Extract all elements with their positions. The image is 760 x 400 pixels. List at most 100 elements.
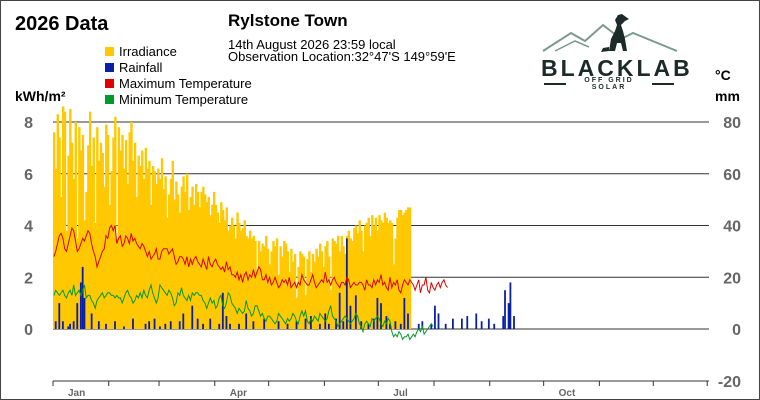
- irradiance-bar: [225, 207, 228, 329]
- rainfall-bar: [460, 318, 463, 329]
- irradiance-bar: [266, 248, 270, 329]
- rainfall-bar: [105, 323, 107, 329]
- irradiance-bar: [277, 274, 281, 329]
- irradiance-bar: [232, 225, 236, 329]
- irradiance-bar: [272, 241, 275, 329]
- irradiance-bar: [230, 217, 234, 329]
- logo-mountain-dog-icon: [542, 14, 678, 52]
- irradiance-bar: [65, 230, 68, 329]
- rainfall-bar: [335, 318, 337, 329]
- legend-swatch-rainfall: [105, 63, 114, 72]
- rainfall-bar: [417, 323, 420, 329]
- rainfall-bar: [252, 321, 255, 329]
- irradiance-bar: [378, 215, 381, 329]
- irradiance-bar: [385, 217, 388, 329]
- rainfall-bar: [153, 318, 156, 329]
- irradiance-bar: [173, 199, 176, 329]
- rainfall-bar: [76, 303, 79, 329]
- rainfall-bar: [507, 303, 510, 329]
- irradiance-bar: [112, 137, 115, 329]
- legend-swatch-irradiance: [105, 47, 114, 56]
- rainfall-series: [54, 238, 515, 329]
- rainfall-bar: [67, 326, 70, 329]
- irradiance-bar: [326, 241, 329, 329]
- left-tick-label: 8: [24, 115, 33, 132]
- rainfall-bar: [407, 313, 409, 329]
- irradiance-bar: [94, 222, 97, 329]
- rainfall-bar: [159, 326, 161, 329]
- rainfall-bar: [367, 323, 370, 329]
- irradiance-bar: [254, 241, 257, 329]
- observation-location: Observation Location:32°47'S 149°59'E: [228, 49, 456, 64]
- irradiance-bar: [371, 215, 374, 329]
- rainfall-bar: [263, 318, 266, 329]
- irradiance-bar: [61, 106, 65, 329]
- right-tick-label: 20: [723, 270, 741, 287]
- irradiance-bar: [191, 186, 194, 329]
- irradiance-bar: [130, 122, 133, 329]
- irradiance-bar: [164, 176, 167, 329]
- irradiance-bar: [148, 160, 151, 329]
- irradiance-bar: [187, 209, 191, 329]
- irradiance-bar: [356, 233, 360, 329]
- tick-labels: 0 2 4 6 8 -20 0 20 40 60 80 Jan Apr Jul Oct: [24, 115, 741, 399]
- irradiance-bar: [166, 217, 169, 329]
- irradiance-bar: [157, 168, 160, 329]
- rainfall-bar: [394, 321, 397, 329]
- irradiance-bar: [335, 243, 338, 329]
- irradiance-bar: [79, 150, 83, 329]
- irradiance-bar: [221, 209, 225, 329]
- irradiance-bar: [259, 251, 263, 329]
- min-temperature-line: [53, 283, 434, 341]
- irradiance-bar: [315, 248, 318, 329]
- irradiance-bar: [398, 209, 401, 329]
- irradiance-bar: [286, 251, 290, 329]
- rainfall-bar: [493, 323, 496, 329]
- irradiance-bar: [103, 186, 106, 329]
- irradiance-bar: [182, 176, 185, 329]
- rainfall-bar: [480, 321, 483, 329]
- irradiance-bar: [333, 241, 336, 329]
- right-tick-label: 40: [723, 219, 741, 236]
- irradiance-bar: [60, 197, 63, 329]
- irradiance-bar: [128, 132, 131, 329]
- irradiance-bar: [283, 241, 286, 329]
- rainfall-bar: [277, 321, 280, 329]
- legend-item-min-temperature: Minimum Temperature: [105, 92, 248, 108]
- irradiance-bar: [160, 158, 164, 329]
- irradiance-bar: [365, 222, 369, 329]
- irradiance-bar: [218, 222, 221, 329]
- irradiance-bar: [257, 241, 261, 329]
- logo-wordmark: BLACKLAB: [541, 55, 693, 81]
- irradiance-bar: [318, 243, 322, 329]
- rainfall-bar: [304, 318, 307, 329]
- rainfall-bar: [513, 316, 515, 329]
- irradiance-bar: [396, 217, 399, 329]
- left-tick-label: 0: [24, 322, 33, 339]
- irradiance-bar: [155, 184, 158, 329]
- right-axis-label-temperature: °C: [715, 67, 731, 83]
- logo-tagline: OFF GRID SOLAR: [566, 77, 652, 91]
- irradiance-bar: [306, 259, 309, 329]
- irradiance-bar: [227, 230, 230, 329]
- irradiance-bar: [87, 145, 90, 329]
- irradiance-bar: [369, 235, 372, 329]
- irradiance-bar: [302, 256, 306, 329]
- irradiance-bar: [268, 264, 272, 329]
- rainfall-bar: [69, 323, 71, 329]
- irradiance-bar: [153, 171, 157, 329]
- irradiance-bar: [200, 191, 203, 329]
- irradiance-bar: [403, 212, 406, 329]
- irradiance-bar: [248, 230, 252, 329]
- irradiance-bar: [342, 246, 345, 329]
- rainfall-bar: [148, 321, 151, 329]
- irradiance-bar: [247, 238, 250, 329]
- irradiance-bar: [203, 194, 207, 329]
- irradiance-bar: [344, 253, 347, 329]
- month-label: Apr: [230, 388, 247, 399]
- irradiance-bar: [133, 142, 137, 329]
- irradiance-bar: [310, 272, 313, 329]
- rainfall-bar: [202, 323, 204, 329]
- irradiance-bar: [178, 212, 182, 329]
